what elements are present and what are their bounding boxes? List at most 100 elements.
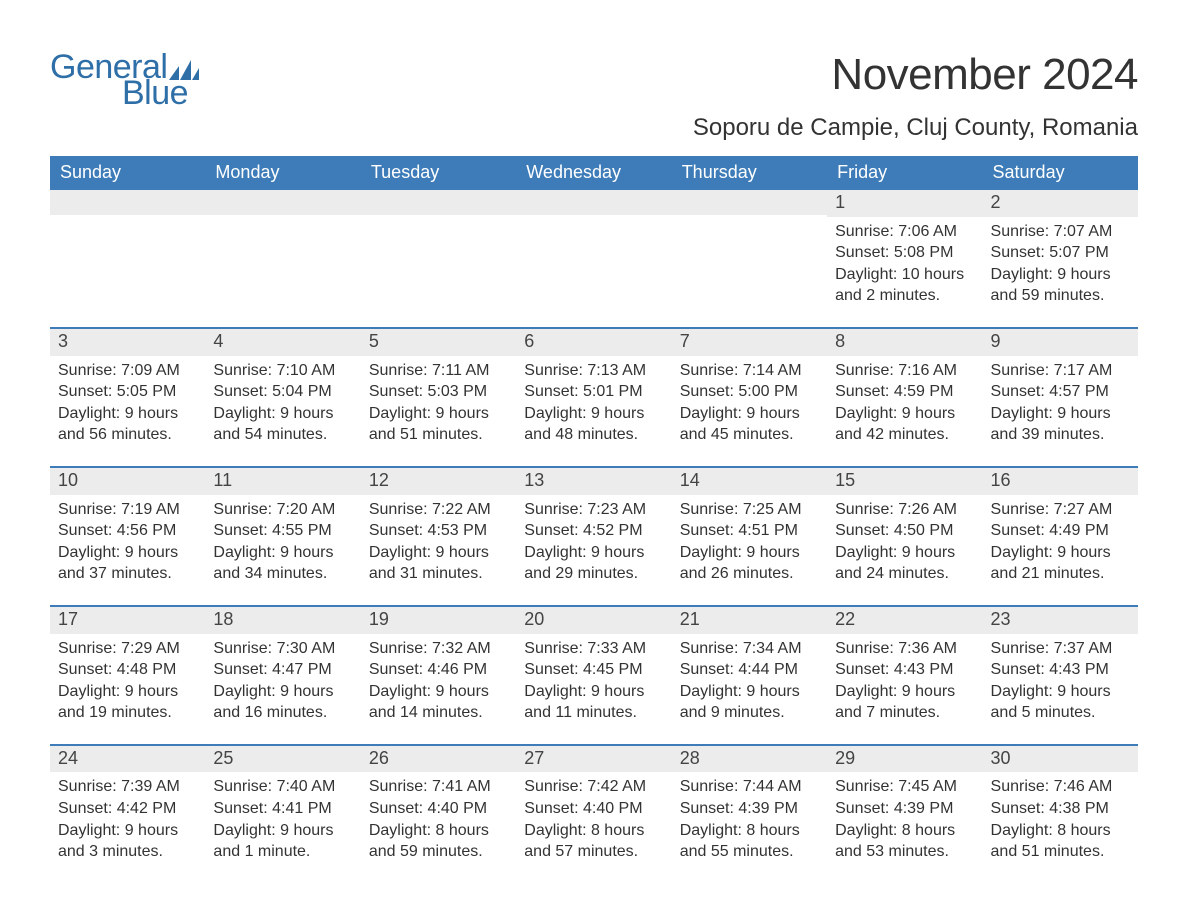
calendar-day-cell: 7Sunrise: 7:14 AMSunset: 5:00 PMDaylight… — [672, 329, 827, 446]
calendar-day-cell: 19Sunrise: 7:32 AMSunset: 4:46 PMDayligh… — [361, 607, 516, 724]
calendar-day-cell: 30Sunrise: 7:46 AMSunset: 4:38 PMDayligh… — [983, 746, 1138, 863]
day-number: 5 — [361, 329, 516, 356]
daylight-text: Daylight: 9 hours and 24 minutes. — [835, 542, 974, 585]
sunrise-text: Sunrise: 7:23 AM — [524, 499, 663, 521]
calendar-day-cell: 21Sunrise: 7:34 AMSunset: 4:44 PMDayligh… — [672, 607, 827, 724]
day-number: 29 — [827, 746, 982, 773]
calendar-header-row: SundayMondayTuesdayWednesdayThursdayFrid… — [50, 156, 1138, 190]
calendar-week-row: 3Sunrise: 7:09 AMSunset: 5:05 PMDaylight… — [50, 327, 1138, 446]
sunrise-text: Sunrise: 7:45 AM — [835, 776, 974, 798]
daylight-text: Daylight: 9 hours and 14 minutes. — [369, 681, 508, 724]
daylight-text: Daylight: 9 hours and 3 minutes. — [58, 820, 197, 863]
sunrise-text: Sunrise: 7:22 AM — [369, 499, 508, 521]
header-row: General Blue November 2024 Soporu de Cam… — [50, 50, 1138, 142]
sunset-text: Sunset: 5:03 PM — [369, 381, 508, 403]
daylight-text: Daylight: 8 hours and 59 minutes. — [369, 820, 508, 863]
day-body: Sunrise: 7:40 AMSunset: 4:41 PMDaylight:… — [205, 772, 360, 862]
day-number: 9 — [983, 329, 1138, 356]
calendar-day-cell: 18Sunrise: 7:30 AMSunset: 4:47 PMDayligh… — [205, 607, 360, 724]
sunset-text: Sunset: 4:47 PM — [213, 659, 352, 681]
sunset-text: Sunset: 4:46 PM — [369, 659, 508, 681]
calendar-day-cell: 17Sunrise: 7:29 AMSunset: 4:48 PMDayligh… — [50, 607, 205, 724]
calendar-day-cell: 20Sunrise: 7:33 AMSunset: 4:45 PMDayligh… — [516, 607, 671, 724]
calendar-header-cell: Friday — [827, 156, 982, 190]
day-body: Sunrise: 7:33 AMSunset: 4:45 PMDaylight:… — [516, 634, 671, 724]
daylight-text: Daylight: 9 hours and 56 minutes. — [58, 403, 197, 446]
daylight-text: Daylight: 9 hours and 29 minutes. — [524, 542, 663, 585]
page: General Blue November 2024 Soporu de Cam… — [0, 0, 1188, 918]
sunset-text: Sunset: 4:45 PM — [524, 659, 663, 681]
sunset-text: Sunset: 4:40 PM — [369, 798, 508, 820]
sunset-text: Sunset: 4:56 PM — [58, 520, 197, 542]
calendar-day-cell — [516, 190, 671, 307]
day-number: 4 — [205, 329, 360, 356]
sunrise-text: Sunrise: 7:09 AM — [58, 360, 197, 382]
calendar-day-cell: 9Sunrise: 7:17 AMSunset: 4:57 PMDaylight… — [983, 329, 1138, 446]
sunset-text: Sunset: 4:55 PM — [213, 520, 352, 542]
day-number: 2 — [983, 190, 1138, 217]
day-body: Sunrise: 7:45 AMSunset: 4:39 PMDaylight:… — [827, 772, 982, 862]
sunrise-text: Sunrise: 7:11 AM — [369, 360, 508, 382]
daylight-text: Daylight: 8 hours and 57 minutes. — [524, 820, 663, 863]
day-number: 18 — [205, 607, 360, 634]
calendar-week-row: 17Sunrise: 7:29 AMSunset: 4:48 PMDayligh… — [50, 605, 1138, 724]
calendar-day-cell: 27Sunrise: 7:42 AMSunset: 4:40 PMDayligh… — [516, 746, 671, 863]
day-body: Sunrise: 7:14 AMSunset: 5:00 PMDaylight:… — [672, 356, 827, 446]
sunset-text: Sunset: 4:39 PM — [680, 798, 819, 820]
calendar-header-cell: Thursday — [672, 156, 827, 190]
calendar-day-cell: 6Sunrise: 7:13 AMSunset: 5:01 PMDaylight… — [516, 329, 671, 446]
sunrise-text: Sunrise: 7:19 AM — [58, 499, 197, 521]
day-body: Sunrise: 7:30 AMSunset: 4:47 PMDaylight:… — [205, 634, 360, 724]
calendar-header-cell: Monday — [205, 156, 360, 190]
sunset-text: Sunset: 5:08 PM — [835, 242, 974, 264]
day-body: Sunrise: 7:34 AMSunset: 4:44 PMDaylight:… — [672, 634, 827, 724]
calendar-day-cell: 28Sunrise: 7:44 AMSunset: 4:39 PMDayligh… — [672, 746, 827, 863]
day-body: Sunrise: 7:26 AMSunset: 4:50 PMDaylight:… — [827, 495, 982, 585]
calendar-day-cell: 5 Sunrise: 7:11 AMSunset: 5:03 PMDaylight… — [361, 329, 516, 446]
daylight-text: Daylight: 9 hours and 39 minutes. — [991, 403, 1130, 446]
sunrise-text: Sunrise: 7:13 AM — [524, 360, 663, 382]
sunset-text: Sunset: 4:48 PM — [58, 659, 197, 681]
daylight-text: Daylight: 9 hours and 5 minutes. — [991, 681, 1130, 724]
day-body: Sunrise: 7:16 AMSunset: 4:59 PMDaylight:… — [827, 356, 982, 446]
calendar-day-cell: 14Sunrise: 7:25 AMSunset: 4:51 PMDayligh… — [672, 468, 827, 585]
sunrise-text: Sunrise: 7:26 AM — [835, 499, 974, 521]
daylight-text: Daylight: 8 hours and 53 minutes. — [835, 820, 974, 863]
day-body: Sunrise: 7:36 AMSunset: 4:43 PMDaylight:… — [827, 634, 982, 724]
sunrise-text: Sunrise: 7:40 AM — [213, 776, 352, 798]
calendar-day-cell: 11Sunrise: 7:20 AMSunset: 4:55 PMDayligh… — [205, 468, 360, 585]
empty-day-bar — [50, 190, 205, 215]
day-body: Sunrise: 7:32 AMSunset: 4:46 PMDaylight:… — [361, 634, 516, 724]
day-body: Sunrise: 7:37 AMSunset: 4:43 PMDaylight:… — [983, 634, 1138, 724]
day-number: 12 — [361, 468, 516, 495]
day-body: Sunrise: 7:06 AMSunset: 5:08 PMDaylight:… — [827, 217, 982, 307]
day-number: 30 — [983, 746, 1138, 773]
title-block: November 2024 Soporu de Campie, Cluj Cou… — [693, 50, 1138, 142]
day-body: Sunrise: 7:29 AMSunset: 4:48 PMDaylight:… — [50, 634, 205, 724]
sunrise-text: Sunrise: 7:06 AM — [835, 221, 974, 243]
day-number: 7 — [672, 329, 827, 356]
calendar-week-row: 1Sunrise: 7:06 AMSunset: 5:08 PMDaylight… — [50, 190, 1138, 307]
sunset-text: Sunset: 5:04 PM — [213, 381, 352, 403]
calendar-day-cell — [361, 190, 516, 307]
sunrise-text: Sunrise: 7:14 AM — [680, 360, 819, 382]
calendar-header-cell: Sunday — [50, 156, 205, 190]
day-number: 13 — [516, 468, 671, 495]
calendar-day-cell: 10Sunrise: 7:19 AMSunset: 4:56 PMDayligh… — [50, 468, 205, 585]
sunset-text: Sunset: 4:57 PM — [991, 381, 1130, 403]
daylight-text: Daylight: 9 hours and 7 minutes. — [835, 681, 974, 724]
sunrise-text: Sunrise: 7:46 AM — [991, 776, 1130, 798]
calendar-day-cell: 3Sunrise: 7:09 AMSunset: 5:05 PMDaylight… — [50, 329, 205, 446]
calendar-day-cell: 24Sunrise: 7:39 AMSunset: 4:42 PMDayligh… — [50, 746, 205, 863]
daylight-text: Daylight: 9 hours and 51 minutes. — [369, 403, 508, 446]
day-number: 15 — [827, 468, 982, 495]
day-number: 28 — [672, 746, 827, 773]
sunset-text: Sunset: 4:51 PM — [680, 520, 819, 542]
brand-word-2: Blue — [122, 76, 199, 110]
location-subtitle: Soporu de Campie, Cluj County, Romania — [693, 114, 1138, 142]
sunset-text: Sunset: 4:43 PM — [991, 659, 1130, 681]
day-body: Sunrise: 7:27 AMSunset: 4:49 PMDaylight:… — [983, 495, 1138, 585]
sunrise-text: Sunrise: 7:10 AM — [213, 360, 352, 382]
day-body: Sunrise: 7:46 AMSunset: 4:38 PMDaylight:… — [983, 772, 1138, 862]
sunset-text: Sunset: 4:38 PM — [991, 798, 1130, 820]
